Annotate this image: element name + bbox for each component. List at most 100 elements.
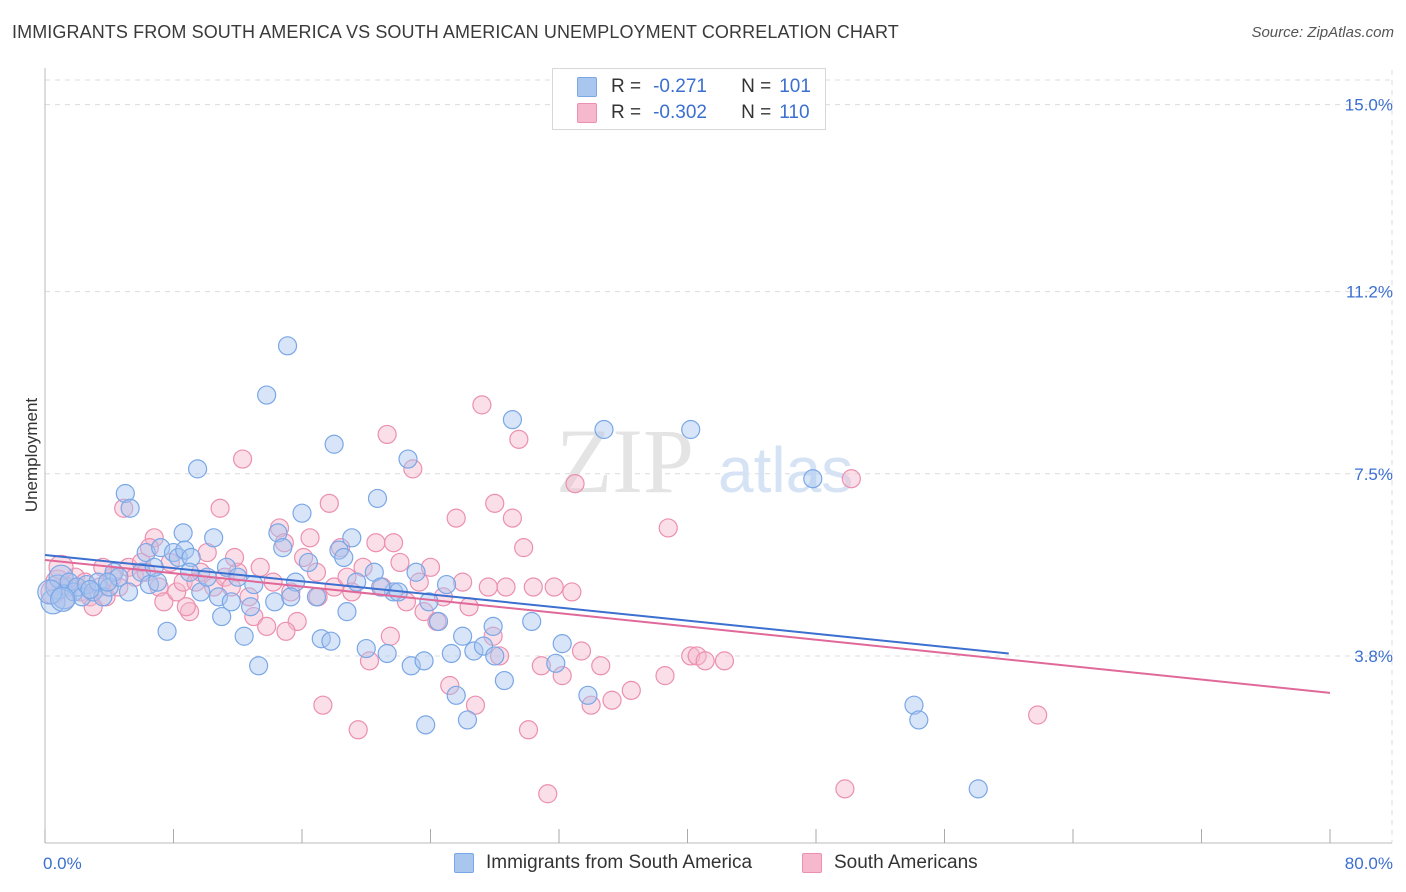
- data-point-pink: [414, 602, 434, 622]
- data-point-blue: [401, 656, 421, 676]
- data-point-pink: [478, 577, 498, 597]
- data-point-pink: [65, 567, 86, 587]
- data-point-pink: [348, 720, 368, 740]
- data-point-pink: [562, 582, 582, 602]
- data-point-pink: [257, 616, 277, 637]
- data-point-blue: [265, 592, 285, 612]
- data-point-blue: [37, 579, 63, 605]
- data-point-pink: [531, 656, 551, 676]
- data-point-blue: [157, 621, 177, 641]
- data-point-pink: [319, 493, 339, 513]
- data-point-blue: [522, 611, 542, 632]
- data-point-pink: [366, 533, 386, 553]
- data-point-blue: [502, 410, 523, 430]
- legend-n-label: N =: [741, 76, 772, 97]
- data-point-blue: [88, 572, 108, 592]
- data-point-blue: [72, 587, 92, 607]
- data-point-blue: [552, 634, 572, 654]
- data-point-blue: [249, 656, 269, 676]
- data-point-pink: [496, 577, 516, 597]
- data-point-blue: [118, 582, 139, 602]
- trend-line-pink: [44, 558, 1331, 694]
- trend-line-blue: [44, 554, 1009, 655]
- data-point-pink: [176, 597, 196, 617]
- data-point-pink: [144, 528, 164, 548]
- legend-row-blue: R = -0.271 N = 101: [577, 75, 811, 99]
- data-point-blue: [115, 483, 135, 504]
- data-point-pink: [552, 666, 572, 686]
- data-point-blue: [414, 651, 434, 671]
- data-point-pink: [440, 675, 460, 696]
- data-point-pink: [544, 577, 564, 597]
- data-point-pink: [835, 779, 855, 799]
- data-point-blue: [306, 587, 327, 607]
- series-south-americans: [40, 395, 1048, 804]
- data-point-pink: [232, 449, 253, 469]
- data-point-blue: [147, 572, 168, 592]
- source-label: Source: ZipAtlas.com: [1251, 24, 1394, 41]
- data-point-blue: [98, 572, 118, 592]
- y-tick-label: 3.8%: [1354, 647, 1393, 666]
- legend-r-label: R =: [611, 102, 642, 123]
- data-point-pink: [602, 690, 622, 710]
- x-tick-label: 0.0%: [43, 854, 82, 873]
- data-point-pink: [167, 582, 187, 602]
- data-point-blue: [334, 547, 354, 568]
- data-point-blue: [228, 567, 248, 587]
- data-point-blue: [968, 779, 988, 799]
- data-point-pink: [681, 646, 701, 666]
- watermark-zip: ZIP: [556, 410, 694, 512]
- legend-swatch-pink: [577, 103, 597, 123]
- legend-n-value: 110: [779, 102, 810, 123]
- data-point-blue: [50, 586, 76, 612]
- data-point-pink: [483, 626, 503, 646]
- data-point-blue: [342, 528, 362, 548]
- data-point-pink: [380, 626, 400, 646]
- data-point-blue: [292, 503, 312, 523]
- data-point-blue: [281, 587, 301, 607]
- data-point-pink: [186, 572, 206, 592]
- legend-item-south-americans: South Americans: [802, 852, 978, 874]
- legend-item-immigrants: Immigrants from South America: [454, 852, 752, 874]
- data-point-pink: [459, 597, 479, 617]
- data-point-blue: [419, 592, 439, 612]
- data-point-pink: [509, 429, 529, 449]
- y-tick-label: 15.0%: [1345, 96, 1393, 115]
- data-point-pink: [324, 577, 344, 597]
- data-point-pink: [514, 538, 534, 558]
- data-point-pink: [523, 577, 543, 597]
- data-point-pink: [591, 656, 611, 676]
- axes: [44, 68, 1392, 844]
- data-point-blue: [234, 626, 254, 646]
- data-point-blue: [273, 538, 293, 558]
- data-point-pink: [453, 572, 473, 592]
- data-point-pink: [210, 498, 230, 518]
- data-point-pink: [403, 459, 423, 479]
- data-point-blue: [416, 715, 436, 735]
- data-point-blue: [909, 710, 929, 730]
- legend-r-value: -0.302: [653, 102, 707, 123]
- data-point-pink: [306, 562, 327, 582]
- legend-swatch-pink: [802, 853, 822, 873]
- data-point-blue: [120, 498, 140, 518]
- data-point-blue: [398, 449, 418, 469]
- chart-title: IMMIGRANTS FROM SOUTH AMERICA VS SOUTH A…: [12, 22, 899, 42]
- data-point-blue: [179, 562, 200, 582]
- legend-n-value: 101: [779, 76, 811, 97]
- legend-swatch-blue: [454, 853, 474, 873]
- series-legend: Immigrants from South America South Amer…: [0, 852, 1406, 876]
- y-tick-label: 7.5%: [1354, 465, 1393, 484]
- legend-r-label: R =: [611, 76, 642, 97]
- data-point-pink: [114, 498, 134, 518]
- data-point-pink: [131, 552, 151, 573]
- data-point-pink: [446, 508, 466, 528]
- data-point-pink: [518, 720, 539, 740]
- data-point-pink: [239, 587, 259, 607]
- data-point-blue: [578, 685, 598, 705]
- legend-swatch-blue: [577, 77, 597, 97]
- data-point-blue: [441, 643, 461, 664]
- data-point-blue: [406, 562, 426, 582]
- data-point-blue: [464, 641, 484, 661]
- data-point-blue: [321, 631, 341, 651]
- data-point-blue: [277, 336, 298, 356]
